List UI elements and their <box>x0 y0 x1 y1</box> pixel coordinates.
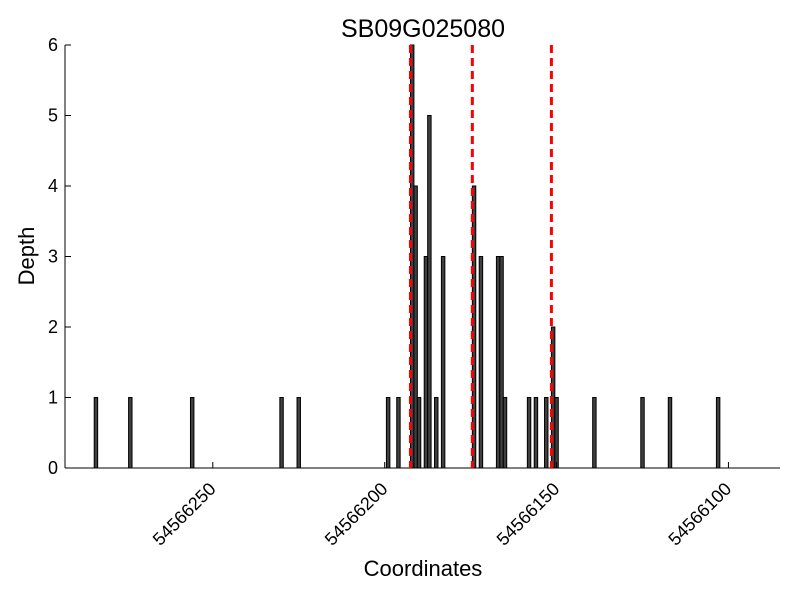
y-tick-label-5: 5 <box>48 106 58 126</box>
x-axis-label: Coordinates <box>364 556 483 581</box>
ticks-layer: 0 1 2 3 4 5 6 54566250 54566200 54566150 54566100 <box>48 35 735 549</box>
bar-19 <box>526 397 532 469</box>
y-tick-label-4: 4 <box>48 176 58 196</box>
bar-21 <box>544 397 549 469</box>
x-tick-label-2: 54566150 <box>493 479 564 550</box>
x-tick-label-1: 54566200 <box>321 479 392 550</box>
y-tick-label-2: 2 <box>48 317 58 337</box>
bar-9 <box>416 397 422 469</box>
x-tick-label-3: 54566100 <box>664 479 735 550</box>
bar-2 <box>189 397 195 469</box>
bar-3 <box>279 397 284 469</box>
x-tick-label-0: 54566250 <box>149 479 220 550</box>
bars-layer <box>93 44 721 469</box>
y-tick-label-3: 3 <box>48 247 58 267</box>
bar-6 <box>396 397 401 469</box>
y-tick-label-1: 1 <box>48 388 58 408</box>
reference-lines-layer <box>408 45 553 468</box>
bar-1 <box>128 397 133 469</box>
bar-26 <box>667 397 673 469</box>
bar-17 <box>499 256 504 469</box>
bar-5 <box>385 397 391 469</box>
bar-20 <box>533 397 539 469</box>
bar-27 <box>715 397 721 469</box>
bar-11 <box>427 115 432 469</box>
bar-12 <box>434 397 439 469</box>
bar-0 <box>93 397 99 469</box>
bar-23 <box>554 397 559 469</box>
bar-18 <box>502 397 508 469</box>
bar-16 <box>495 256 501 469</box>
y-axis-label: Depth <box>14 227 39 286</box>
bar-25 <box>640 397 645 469</box>
y-tick-label-6: 6 <box>48 35 58 55</box>
bar-13 <box>440 256 446 469</box>
bar-15 <box>478 256 484 469</box>
chart-title: SB09G025080 <box>341 15 505 43</box>
bar-10 <box>423 256 429 469</box>
bar-24 <box>592 397 597 469</box>
bar-4 <box>296 397 301 469</box>
y-tick-label-0: 0 <box>48 458 58 478</box>
bar-8 <box>413 185 418 469</box>
axes-layer <box>64 45 780 469</box>
